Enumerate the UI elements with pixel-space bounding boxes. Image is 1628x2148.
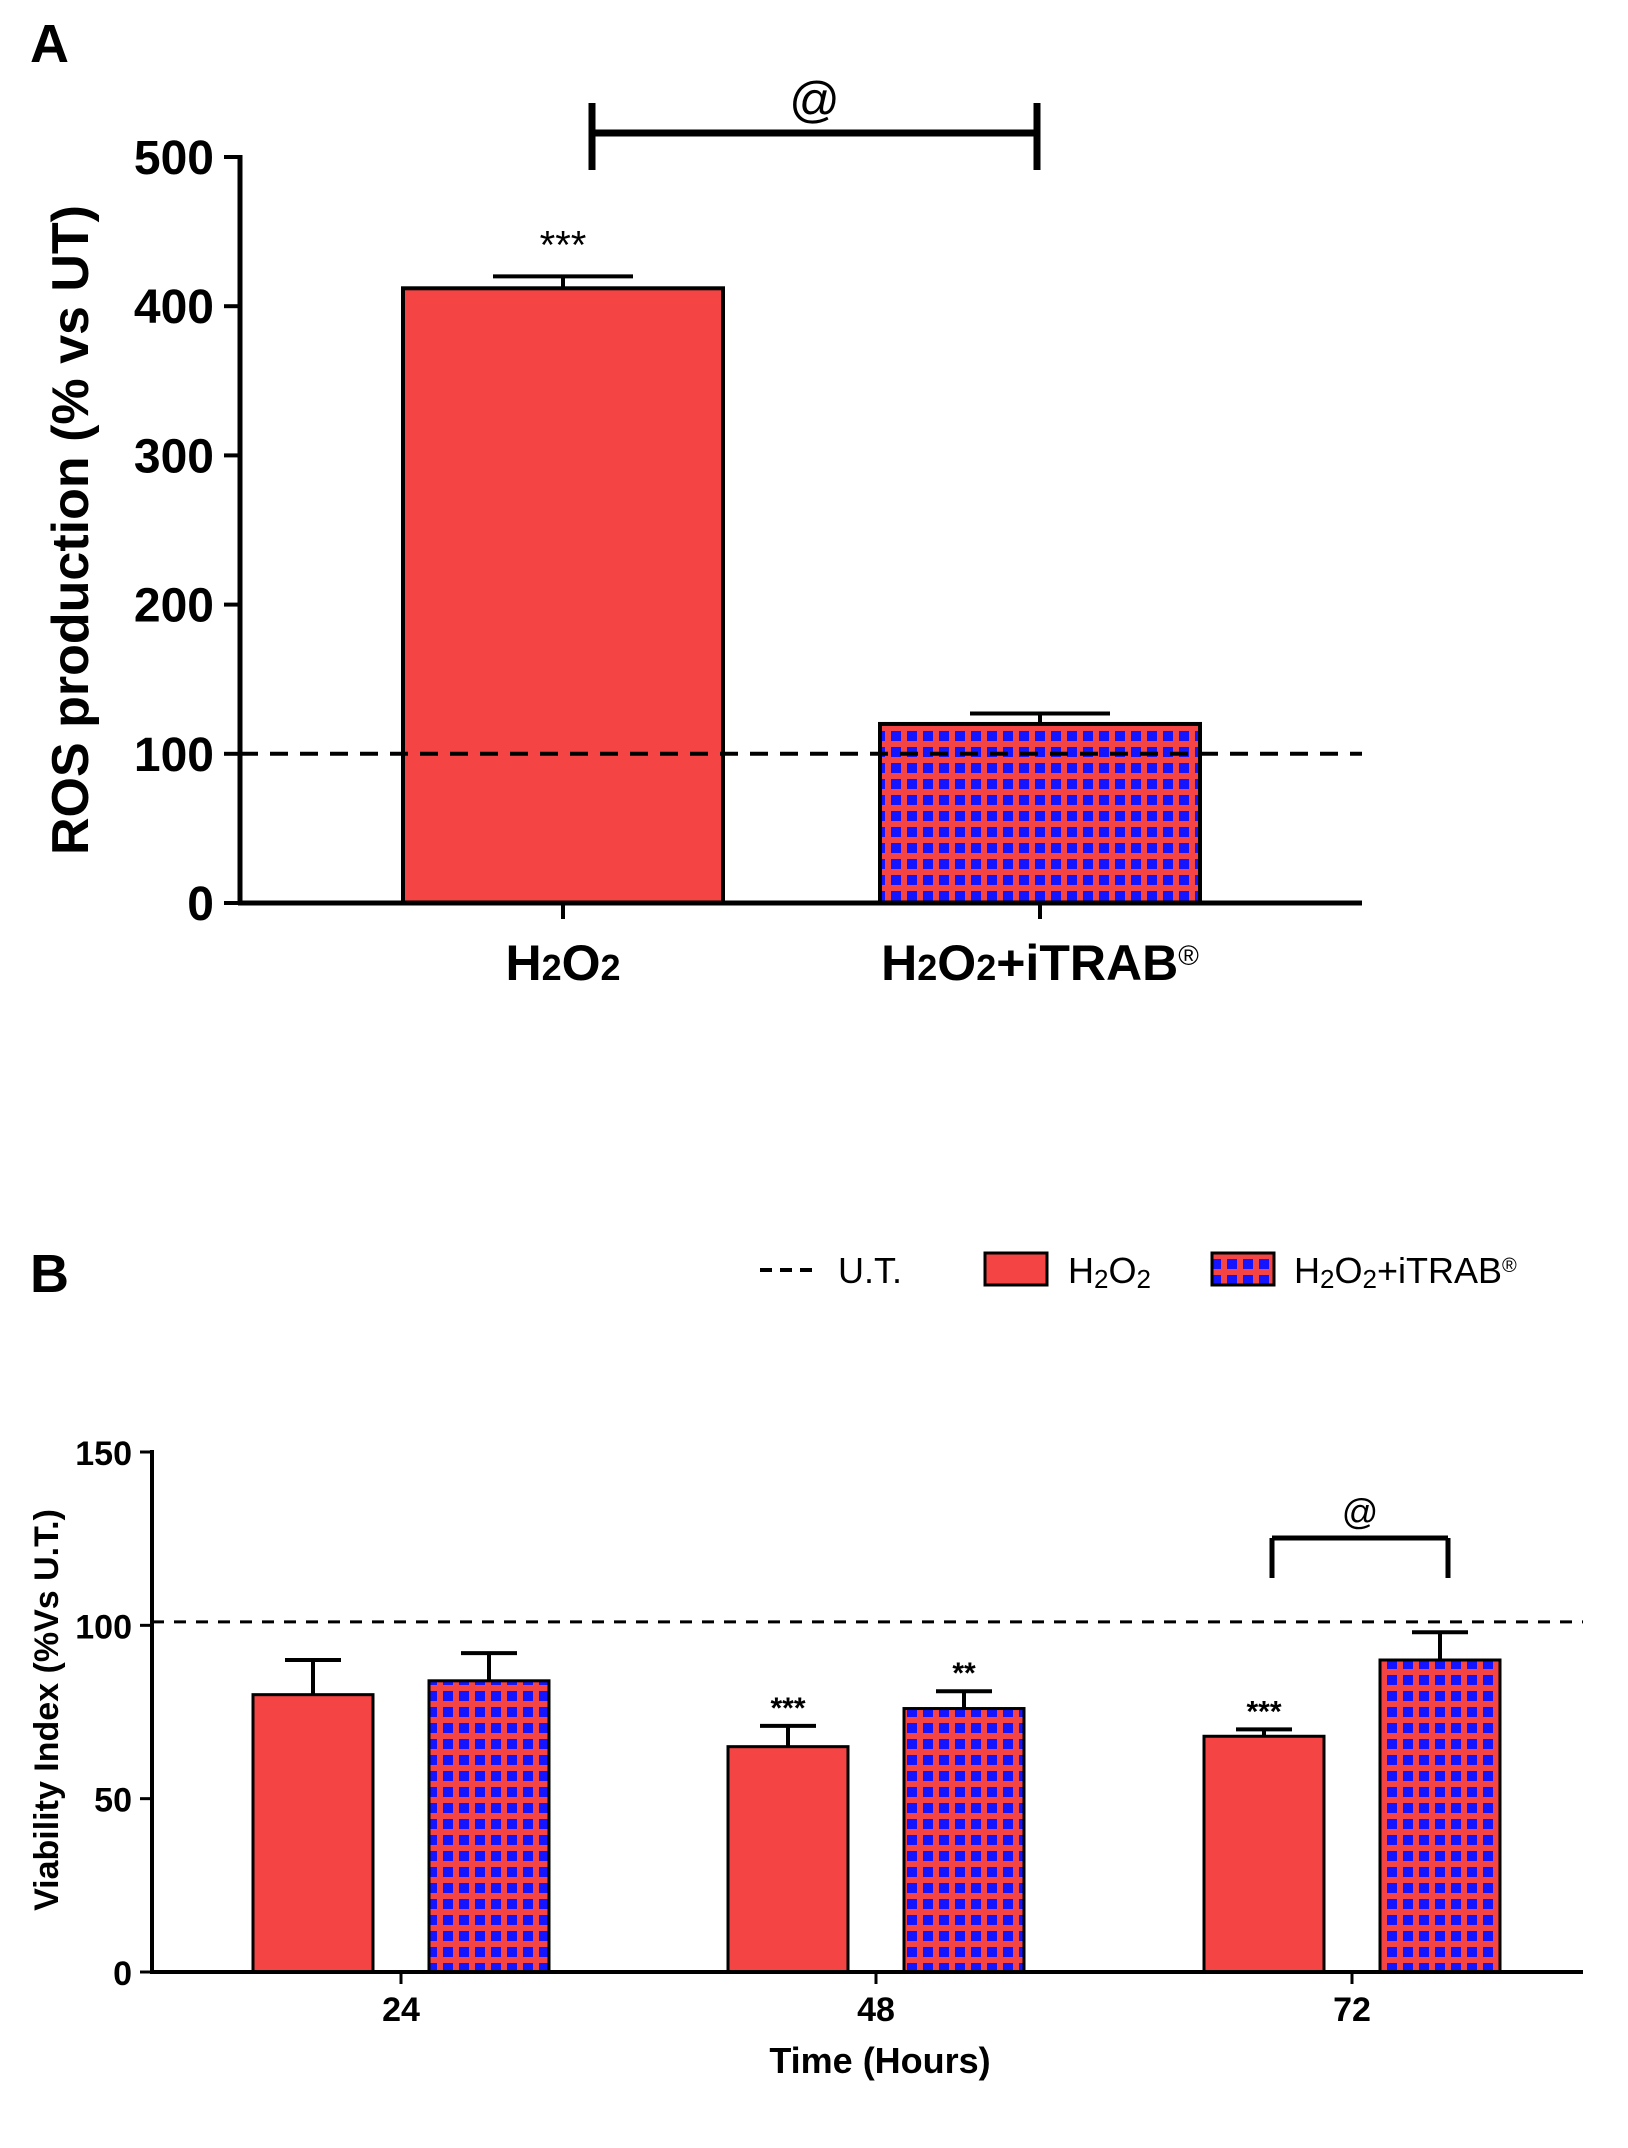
y-tick-label: 300 (134, 430, 214, 483)
legend-swatch-h2o2-itrab (1210, 1251, 1276, 1287)
panel-a-label: A (30, 14, 69, 74)
bracket-label: @ (1342, 1491, 1379, 1532)
significance-label: ** (952, 1657, 976, 1690)
y-tick-label: 150 (75, 1435, 132, 1473)
bar-h2o2-itrab (878, 721, 1202, 906)
y-tick-label: 100 (134, 729, 214, 782)
bar-h2o2 (401, 286, 725, 905)
y-tick-label: 200 (134, 580, 214, 633)
x-tick-label: 48 (857, 1991, 895, 2029)
x-tick-label: H2O2 (505, 935, 620, 991)
bar-h2o2-itrab-24 (427, 1679, 551, 1974)
significance-label: *** (770, 1692, 805, 1725)
significance-label: *** (540, 223, 587, 267)
panel-a-y-ticks: 0 100 200 300 400 500 (134, 132, 240, 931)
panel-a-x-labels: H2O2 H2O2+iTRAB® (505, 935, 1199, 991)
panel-b-y-ticks: 0 50 100 150 (75, 1435, 152, 1993)
y-tick-label: 0 (113, 1955, 132, 1993)
significance-label: *** (1246, 1695, 1281, 1728)
panel-b-axes (150, 1450, 1583, 1984)
bar-h2o2-48 (726, 1745, 850, 1974)
panel-a-bars: *** @ (240, 72, 1362, 906)
bracket-label: @ (789, 72, 840, 128)
bar-h2o2-itrab-48 (902, 1707, 1026, 1974)
panel-b-legend: U.T. H2O2 H2O2+iTRAB® (760, 1250, 1517, 1294)
x-tick-label: H2O2+iTRAB® (881, 935, 1199, 991)
legend-label-h2o2: H2O2 (1068, 1250, 1151, 1294)
legend-label-h2o2-itrab: H2O2+iTRAB® (1294, 1250, 1517, 1294)
bar-h2o2-72 (1202, 1734, 1326, 1974)
legend-swatch-h2o2 (983, 1251, 1049, 1287)
x-tick-label: 24 (382, 1991, 420, 2029)
panel-b-x-axis-label: Time (Hours) (769, 2040, 990, 2081)
panel-b-x-labels: 24 48 72 (382, 1991, 1371, 2029)
y-tick-label: 50 (94, 1782, 132, 1820)
panel-a: A ROS production (% vs UT) 0 100 200 300 400… (30, 14, 1362, 991)
panel-a-y-axis-label: ROS production (% vs UT) (42, 205, 100, 855)
panel-b-y-axis-label: Viability Index (%Vs U.T.) (28, 1509, 66, 1911)
panel-b-bars: *** *****@ (152, 1491, 1583, 1974)
panel-a-axes (237, 155, 1362, 919)
bar-h2o2-itrab-72 (1378, 1658, 1502, 1974)
y-tick-label: 400 (134, 281, 214, 334)
x-tick-label: 72 (1333, 1991, 1371, 2029)
y-tick-label: 100 (75, 1608, 132, 1646)
panel-b-label: B (30, 1244, 69, 1304)
panel-b: B U.T. H2O2 H2O2+iTRAB® Viability Index (%… (28, 1244, 1583, 2081)
y-tick-label: 0 (187, 878, 214, 931)
legend-label-ut: U.T. (838, 1250, 902, 1291)
bar-h2o2-24 (251, 1693, 375, 1974)
y-tick-label: 500 (134, 132, 214, 185)
